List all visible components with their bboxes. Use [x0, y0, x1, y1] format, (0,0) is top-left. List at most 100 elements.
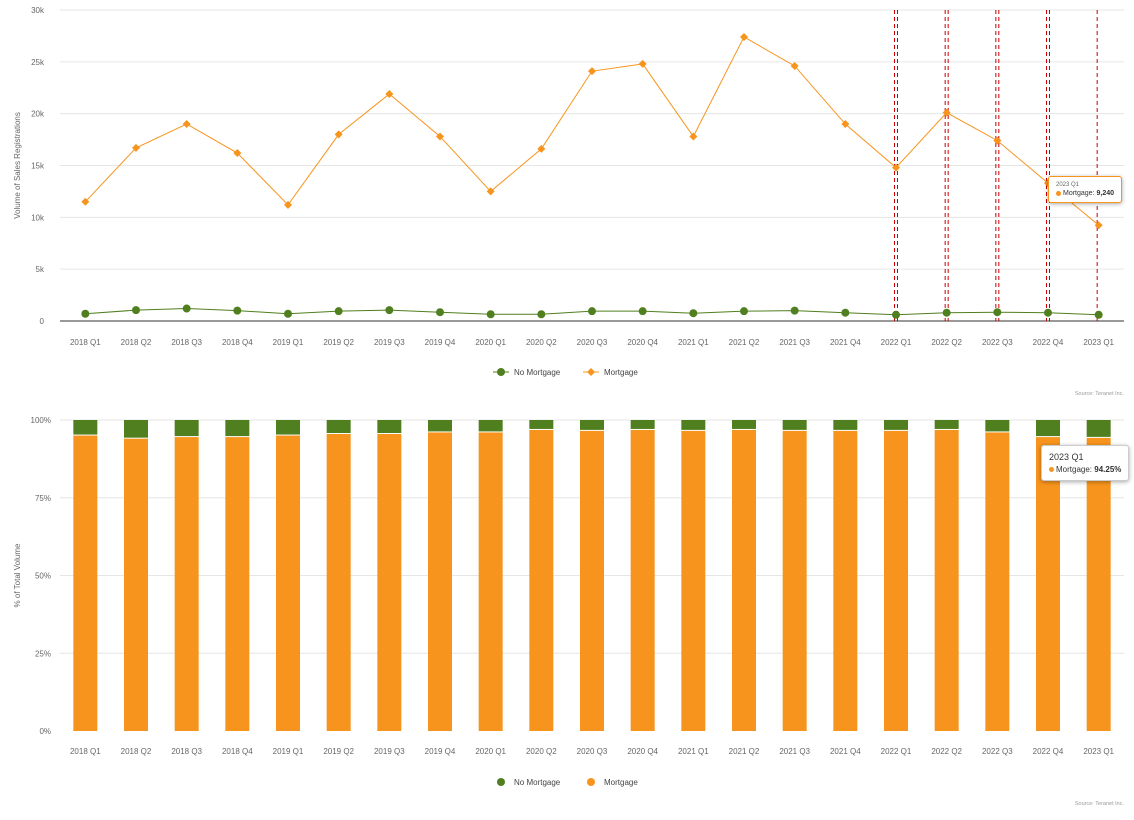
bar-segment-no-mortgage — [225, 420, 250, 437]
tooltip-value: 9,240 — [1096, 190, 1115, 197]
bar-segment-mortgage — [681, 430, 706, 731]
bar-segment-no-mortgage — [782, 420, 807, 430]
legend-marker — [497, 368, 505, 376]
data-point — [892, 310, 900, 319]
bar-segment-mortgage — [985, 432, 1010, 731]
bar-segment-no-mortgage — [428, 420, 452, 432]
data-point — [638, 59, 647, 68]
bar-segment-mortgage — [1086, 437, 1111, 731]
x-tick-label: 2023 Q1 — [1083, 338, 1114, 347]
data-point — [740, 32, 748, 41]
bar-segment-mortgage — [428, 432, 452, 731]
x-tick-label: 2020 Q3 — [577, 338, 608, 347]
x-tick-label: 2018 Q2 — [121, 747, 152, 756]
data-point — [385, 89, 394, 98]
x-tick-label: 2020 Q1 — [475, 747, 506, 756]
data-point — [81, 309, 90, 318]
x-tick-label: 2021 Q4 — [830, 338, 861, 347]
data-point — [284, 200, 292, 209]
data-point — [334, 307, 343, 316]
y-tick-label: 50% — [35, 572, 51, 581]
bar-segment-mortgage — [1036, 437, 1060, 731]
data-point — [486, 310, 495, 319]
tooltip-series-marker — [1049, 467, 1054, 473]
x-tick-label: 2018 Q3 — [171, 747, 202, 756]
x-tick-label: 2019 Q2 — [323, 338, 354, 347]
data-point — [942, 308, 951, 317]
x-tick-label: 2022 Q4 — [1033, 747, 1064, 756]
source-note: Source: Teranet Inc. — [1075, 801, 1125, 807]
y-tick-label: 30k — [31, 6, 45, 15]
bar-segment-no-mortgage — [276, 420, 300, 435]
x-tick-label: 2022 Q3 — [982, 747, 1013, 756]
bar-segment-mortgage — [833, 430, 858, 731]
data-point — [638, 307, 647, 316]
data-point — [841, 120, 850, 129]
x-tick-label: 2018 Q4 — [222, 338, 253, 347]
tooltip-series-label: Mortgage: — [1056, 465, 1093, 474]
tooltip-series-label: Mortgage: — [1063, 190, 1095, 197]
bar-segment-no-mortgage — [1036, 420, 1060, 437]
bar-segment-no-mortgage — [73, 420, 98, 435]
x-tick-label: 2019 Q3 — [374, 338, 405, 347]
tooltip-row: Mortgage: 94.25% — [1049, 465, 1121, 474]
data-point — [790, 61, 799, 70]
x-tick-label: 2019 Q4 — [425, 338, 456, 347]
bar-segment-mortgage — [225, 437, 250, 731]
bar-segment-no-mortgage — [934, 420, 959, 429]
data-point — [233, 149, 242, 158]
data-point — [385, 306, 394, 315]
x-tick-label: 2020 Q2 — [526, 747, 557, 756]
data-point — [1044, 308, 1052, 317]
x-tick-label: 2018 Q1 — [70, 338, 101, 347]
x-tick-label: 2022 Q1 — [881, 747, 912, 756]
tooltip-row: Mortgage: 9,240 — [1056, 190, 1114, 197]
bar-segment-mortgage — [326, 433, 351, 731]
x-tick-label: 2019 Q3 — [374, 747, 405, 756]
x-tick-label: 2022 Q2 — [931, 338, 962, 347]
data-point — [790, 306, 799, 315]
data-point — [182, 120, 191, 129]
x-tick-label: 2023 Q1 — [1083, 747, 1114, 756]
data-point — [841, 308, 850, 317]
bar-segment-no-mortgage — [326, 420, 351, 433]
y-tick-label: 10k — [31, 213, 45, 222]
bar-segment-no-mortgage — [529, 420, 554, 429]
bar-segment-mortgage — [884, 430, 908, 731]
bar-segment-no-mortgage — [732, 420, 756, 429]
tooltip-category: 2023 Q1 — [1056, 182, 1080, 188]
bar-segment-mortgage — [377, 433, 402, 731]
bar-segment-no-mortgage — [833, 420, 858, 430]
data-point — [182, 304, 191, 313]
data-point — [537, 144, 546, 153]
series-line-mortgage — [84, 36, 1099, 226]
y-tick-label: 20k — [31, 110, 45, 119]
x-tick-label: 2019 Q4 — [425, 747, 456, 756]
legend-label-mortgage: Mortgage — [604, 778, 638, 787]
y-tick-label: 0 — [40, 317, 45, 326]
legend-marker — [497, 778, 505, 786]
bar-segment-mortgage — [276, 435, 300, 731]
x-tick-label: 2021 Q3 — [779, 338, 810, 347]
data-point — [81, 197, 90, 206]
x-tick-label: 2022 Q4 — [1033, 338, 1064, 347]
x-tick-label: 2020 Q4 — [627, 338, 658, 347]
bar-segment-mortgage — [580, 430, 604, 731]
x-tick-label: 2021 Q4 — [830, 747, 861, 756]
data-point — [334, 130, 343, 139]
tooltip-value: 94.25% — [1094, 465, 1122, 474]
bar-segment-mortgage — [124, 438, 148, 731]
x-tick-label: 2020 Q2 — [526, 338, 557, 347]
data-point — [436, 308, 444, 317]
x-tick-label: 2019 Q1 — [273, 338, 304, 347]
data-point — [537, 310, 546, 319]
x-tick-label: 2019 Q2 — [323, 747, 354, 756]
data-point — [689, 309, 698, 318]
x-tick-label: 2020 Q4 — [627, 747, 658, 756]
bar-segment-mortgage — [174, 437, 199, 731]
bar-segment-mortgage — [529, 429, 554, 731]
bar-segment-no-mortgage — [377, 420, 402, 433]
bar-segment-no-mortgage — [884, 420, 908, 430]
y-axis-title: % of Total Volume — [13, 543, 22, 607]
